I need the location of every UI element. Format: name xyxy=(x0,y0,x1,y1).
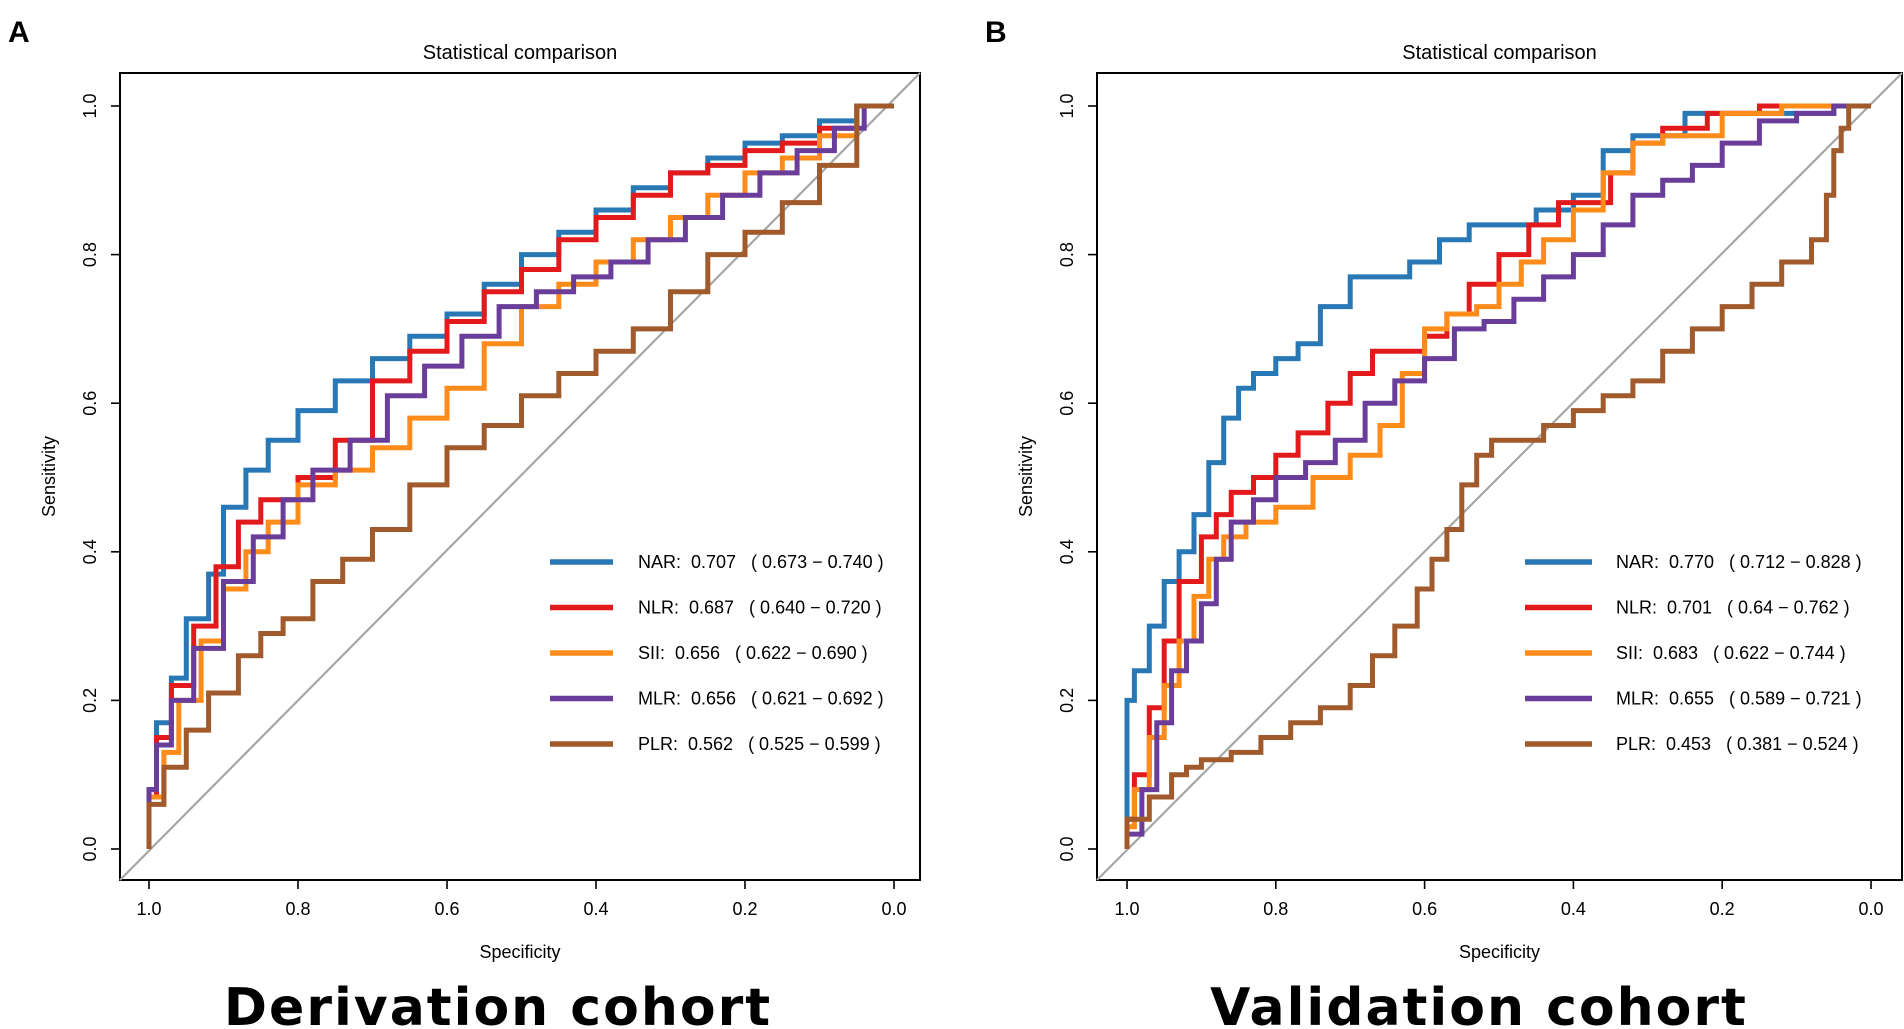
y-tick-label: 1.0 xyxy=(1057,93,1077,118)
x-tick-label: 0.2 xyxy=(732,899,757,919)
roc-curve-nar xyxy=(1124,103,1871,849)
roc-curve-plr xyxy=(146,103,894,849)
roc-curve-mlr xyxy=(146,103,894,849)
x-axis-label: Specificity xyxy=(1459,942,1540,962)
x-tick-label: 0.8 xyxy=(285,899,310,919)
y-tick-label: 0.0 xyxy=(80,836,100,861)
chart-title: Statistical comparison xyxy=(1402,42,1597,64)
x-tick-label: 0.8 xyxy=(1263,899,1288,919)
y-axis-label: Sensitivity xyxy=(39,436,59,517)
x-tick-label: 1.0 xyxy=(136,899,161,919)
x-tick-label: 0.4 xyxy=(583,899,608,919)
cohort-caption: Derivation cohort xyxy=(224,978,772,1029)
reference-diagonal xyxy=(1096,72,1903,881)
x-axis-label: Specificity xyxy=(479,942,560,962)
roc-curve-mlr xyxy=(1124,103,1871,849)
x-tick-label: 0.0 xyxy=(881,899,906,919)
panel-validation: B Statistical comparison 1.0 0.8 0.6 0.4 0.2 0.… xyxy=(985,16,1903,1029)
cohort-caption: Validation cohort xyxy=(1210,978,1748,1029)
panel-letter: B xyxy=(985,16,1007,49)
legend-label-mlr: MLR: 0.655 ( 0.589 − 0.721 ) xyxy=(1616,689,1862,709)
x-tick-label: 0.2 xyxy=(1710,899,1735,919)
y-tick-label: 0.4 xyxy=(1057,539,1077,564)
y-tick-label: 0.8 xyxy=(80,242,100,267)
roc-curve-nlr xyxy=(146,103,894,849)
legend-label-plr: PLR: 0.562 ( 0.525 − 0.599 ) xyxy=(638,734,881,754)
y-tick-label: 0.4 xyxy=(80,539,100,564)
legend-label-sii: SII: 0.656 ( 0.622 − 0.690 ) xyxy=(638,643,868,663)
y-tick-label: 0.2 xyxy=(80,688,100,713)
panel-derivation: A Statistical comparison 1.0 0.8 0.6 0.4 0.2 0.… xyxy=(8,16,921,1029)
x-tick-label: 0.6 xyxy=(1412,899,1437,919)
y-tick-label: 0.6 xyxy=(1057,391,1077,416)
reference-diagonal xyxy=(119,72,921,881)
legend-label-nlr: NLR: 0.701 ( 0.64 − 0.762 ) xyxy=(1616,598,1850,618)
y-tick-label: 0.8 xyxy=(1057,242,1077,267)
roc-curve-sii xyxy=(1124,103,1871,849)
roc-curve-plr xyxy=(1124,103,1871,849)
y-tick-label: 0.6 xyxy=(80,391,100,416)
roc-curve-sii xyxy=(146,103,894,849)
x-tick-label: 1.0 xyxy=(1114,899,1139,919)
y-tick-label: 0.0 xyxy=(1057,836,1077,861)
legend-label-nar: NAR: 0.707 ( 0.673 − 0.740 ) xyxy=(638,552,884,572)
legend-label-nar: NAR: 0.770 ( 0.712 − 0.828 ) xyxy=(1616,552,1862,572)
panel-letter: A xyxy=(8,16,30,49)
plot-frame xyxy=(119,72,921,881)
legend-label-plr: PLR: 0.453 ( 0.381 − 0.524 ) xyxy=(1616,734,1859,754)
legend-label-mlr: MLR: 0.656 ( 0.621 − 0.692 ) xyxy=(638,689,884,709)
plot-frame xyxy=(1096,72,1903,881)
chart-title: Statistical comparison xyxy=(423,42,618,64)
x-tick-label: 0.0 xyxy=(1858,899,1883,919)
x-tick-label: 0.6 xyxy=(434,899,459,919)
y-tick-label: 1.0 xyxy=(80,93,100,118)
y-tick-label: 0.2 xyxy=(1057,688,1077,713)
legend-label-sii: SII: 0.683 ( 0.622 − 0.744 ) xyxy=(1616,643,1846,663)
y-axis-label: Sensitivity xyxy=(1016,436,1036,517)
x-tick-label: 0.4 xyxy=(1561,899,1586,919)
legend-label-nlr: NLR: 0.687 ( 0.640 − 0.720 ) xyxy=(638,598,882,618)
